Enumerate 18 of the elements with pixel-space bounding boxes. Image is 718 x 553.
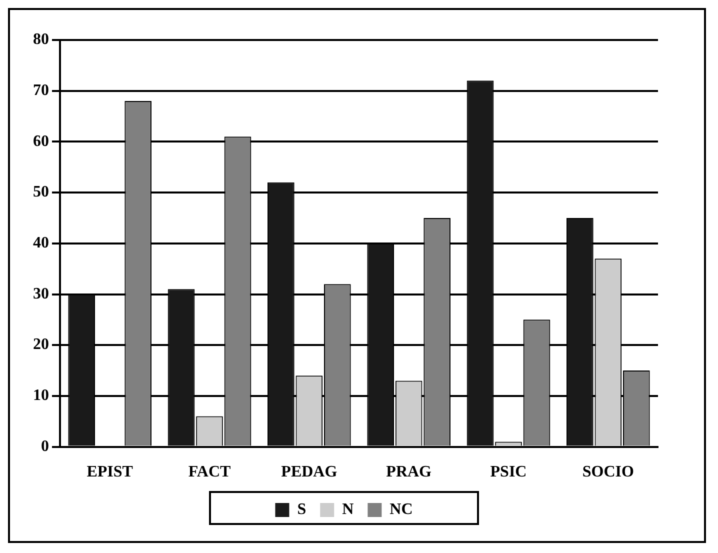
x-tick-label: PRAG <box>386 464 432 481</box>
x-tick-label: FACT <box>188 464 232 481</box>
y-tick-label: 10 <box>33 387 49 404</box>
x-tick-label: SOCIO <box>582 464 634 481</box>
x-tick-label: PSIC <box>490 464 527 481</box>
y-tick-label: 70 <box>33 82 49 99</box>
legend-label: NC <box>390 501 413 518</box>
y-tick-label: 80 <box>33 31 49 48</box>
y-tick-label: 50 <box>33 184 49 201</box>
x-tick-label: EPIST <box>86 464 134 481</box>
x-tick-label: PEDAG <box>281 464 338 481</box>
y-tick-label: 20 <box>33 336 49 354</box>
y-tick-label: 60 <box>33 132 49 150</box>
legend-label: N <box>342 501 354 518</box>
y-tick-label: 40 <box>33 234 49 252</box>
legend-label: S <box>297 501 306 518</box>
y-tick-label: 0 <box>41 438 49 455</box>
y-tick-label: 30 <box>33 285 49 302</box>
